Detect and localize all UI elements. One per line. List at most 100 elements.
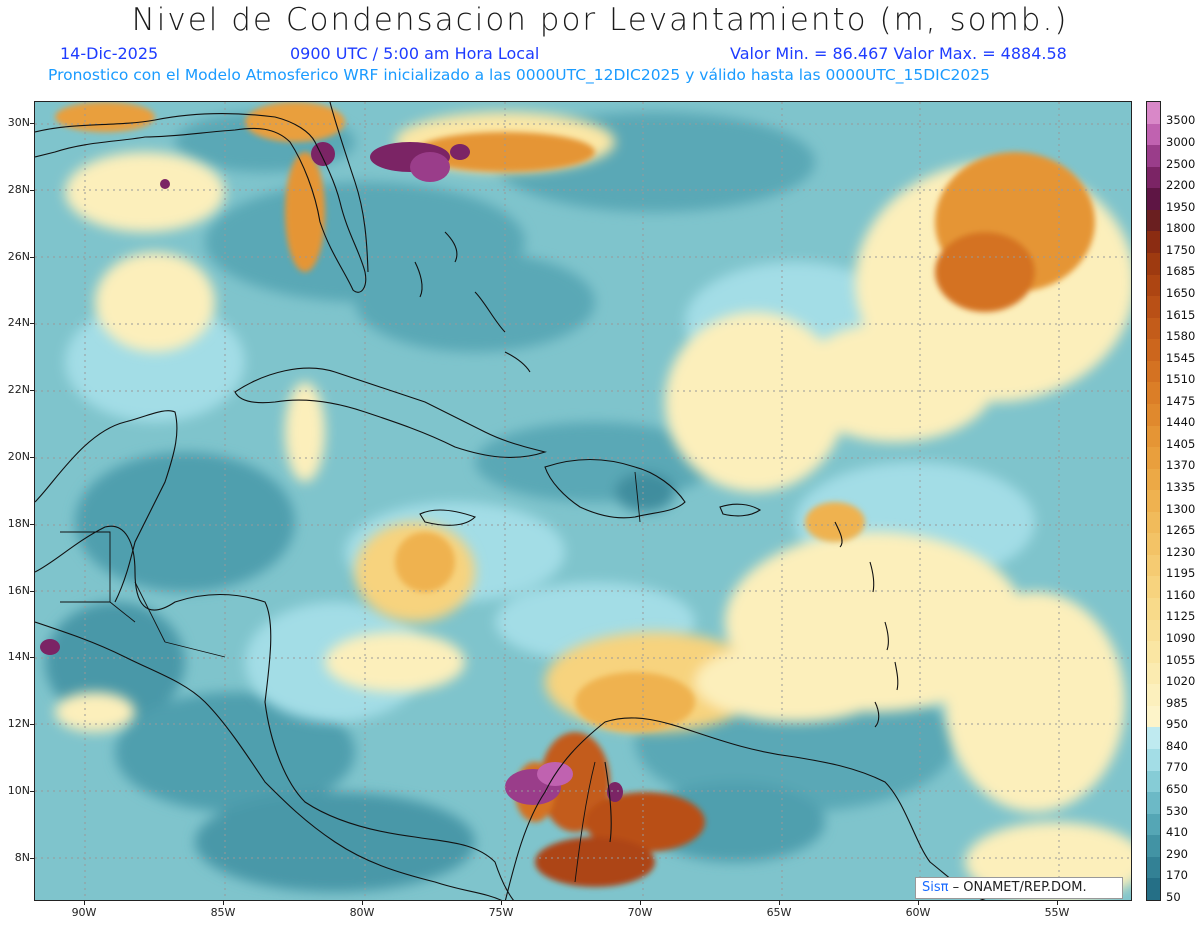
legend-label: 1405 <box>1166 436 1196 451</box>
legend-label: 1475 <box>1166 393 1196 408</box>
lon-tick <box>1057 901 1058 905</box>
legend-swatch <box>1147 425 1160 448</box>
lon-tick <box>223 901 224 905</box>
lat-label-28N: 28N <box>7 182 30 196</box>
coastlines <box>35 102 986 900</box>
legend-swatch <box>1147 705 1160 728</box>
lat-tick <box>30 657 34 659</box>
map-title: Nivel de Condensacion por Levantamiento … <box>131 2 1069 38</box>
legend-label: 1800 <box>1166 221 1196 236</box>
legend-label: 1950 <box>1166 199 1196 214</box>
legend-label: 1370 <box>1166 458 1196 473</box>
legend-label: 1090 <box>1166 631 1196 646</box>
legend-swatch <box>1147 296 1160 319</box>
lat-label-16N: 16N <box>7 583 30 597</box>
legend-label: 1750 <box>1166 242 1196 257</box>
lat-label-24N: 24N <box>7 316 30 330</box>
legend-label: 950 <box>1166 717 1188 732</box>
legend-label: 1195 <box>1166 566 1196 581</box>
legend-swatch <box>1147 878 1160 901</box>
lat-label-30N: 30N <box>7 116 30 129</box>
lcl-field-map <box>35 102 1131 900</box>
legend-swatch <box>1147 188 1160 211</box>
lon-tick <box>918 901 919 905</box>
legend-swatch <box>1147 641 1160 664</box>
lon-label-75W: 75W <box>488 906 514 919</box>
legend-label: 3500 <box>1166 113 1196 128</box>
lat-tick <box>30 189 34 191</box>
legend-swatch <box>1147 684 1160 707</box>
legend-swatch <box>1147 598 1160 621</box>
legend-swatch <box>1147 317 1160 340</box>
legend-label: 1160 <box>1166 587 1196 602</box>
legend-swatch <box>1147 403 1160 426</box>
legend-label: 1125 <box>1166 609 1196 624</box>
lat-tick <box>30 724 34 726</box>
legend-swatch <box>1147 554 1160 577</box>
lat-tick <box>30 590 34 592</box>
legend-label: 1545 <box>1166 350 1196 365</box>
legend-swatch <box>1147 490 1160 513</box>
legend-swatch <box>1147 792 1160 815</box>
legend-swatch <box>1147 209 1160 232</box>
legend-swatch <box>1147 102 1160 125</box>
legend-label: 1055 <box>1166 652 1196 667</box>
legend-swatch <box>1147 533 1160 556</box>
legend-swatch <box>1147 856 1160 879</box>
legend-swatch <box>1147 123 1160 146</box>
legend-swatch <box>1147 770 1160 793</box>
credit-sis: Sisπ <box>922 880 949 895</box>
lat-tick <box>30 523 34 525</box>
lat-label-22N: 22N <box>7 383 30 397</box>
lat-tick <box>30 857 34 859</box>
legend-swatch <box>1147 231 1160 254</box>
value-range: Valor Min. = 86.467 Valor Max. = 4884.58 <box>730 44 1067 63</box>
lat-tick <box>30 791 34 792</box>
lat-label-10N: 10N <box>7 784 30 797</box>
legend-label: 2200 <box>1166 178 1196 193</box>
color-legend <box>1146 101 1161 901</box>
credit-box: Sisπ – ONAMET/REP.DOM. <box>915 877 1123 899</box>
legend-label: 530 <box>1166 803 1188 818</box>
legend-swatch <box>1147 727 1160 750</box>
legend-swatch <box>1147 468 1160 491</box>
map-panel <box>34 101 1132 901</box>
lat-tick <box>30 256 34 258</box>
legend-label: 840 <box>1166 738 1188 753</box>
legend-swatch <box>1147 274 1160 297</box>
lon-tick <box>362 901 363 905</box>
lat-label-20N: 20N <box>7 450 30 463</box>
legend-label: 1335 <box>1166 480 1196 495</box>
lat-label-14N: 14N <box>7 650 30 664</box>
legend-swatch <box>1147 835 1160 858</box>
lat-label-12N: 12N <box>7 717 30 731</box>
legend-swatch <box>1147 447 1160 470</box>
credit-org: – ONAMET/REP.DOM. <box>952 880 1087 895</box>
legend-swatch <box>1147 360 1160 383</box>
legend-swatch <box>1147 576 1160 599</box>
legend-swatch <box>1147 145 1160 168</box>
legend-label: 2500 <box>1166 156 1196 171</box>
map-grid <box>35 102 1131 900</box>
legend-label: 1020 <box>1166 674 1196 689</box>
legend-label: 1650 <box>1166 285 1196 300</box>
legend-label: 1615 <box>1166 307 1196 322</box>
legend-label: 3000 <box>1166 134 1196 149</box>
lon-tick <box>640 901 641 905</box>
lat-label-26N: 26N <box>7 249 30 263</box>
legend-swatch <box>1147 619 1160 642</box>
lon-tick <box>501 901 502 905</box>
lon-label-70W: 70W <box>627 906 653 919</box>
legend-swatch <box>1147 749 1160 772</box>
legend-swatch <box>1147 252 1160 276</box>
lon-label-65W: 65W <box>766 906 792 919</box>
legend-label: 50 <box>1166 889 1181 904</box>
legend-label: 1440 <box>1166 415 1196 430</box>
legend-label: 985 <box>1166 695 1188 710</box>
forecast-time: 0900 UTC / 5:00 am Hora Local <box>290 44 540 63</box>
lon-label-55W: 55W <box>1044 906 1070 919</box>
lon-tick <box>779 901 780 905</box>
legend-swatch <box>1147 339 1160 362</box>
legend-label: 170 <box>1166 868 1188 883</box>
legend-swatch <box>1147 662 1160 685</box>
